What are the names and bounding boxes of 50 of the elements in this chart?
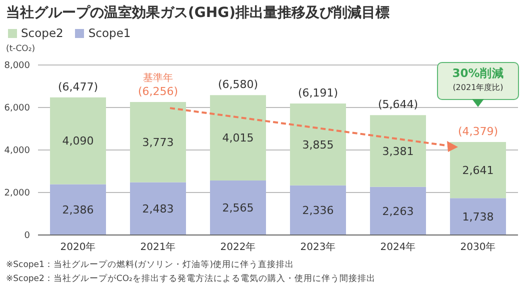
bar bbox=[210, 95, 266, 180]
data-label: 2,386 bbox=[62, 204, 94, 217]
chart-title: 当社グループの温室効果ガス(GHG)排出量推移及び削減目標 bbox=[6, 4, 390, 22]
total-label: (6,580) bbox=[218, 78, 258, 92]
bar bbox=[450, 142, 506, 198]
text: ※Scope1：当社グループの燃料(ガソリン・灯油等)使用に伴う直接排出 bbox=[6, 259, 294, 271]
x-tick-label: 2022年 bbox=[220, 241, 256, 254]
x-tick-label: 2024年 bbox=[380, 241, 416, 254]
total-label: (5,644) bbox=[378, 98, 418, 112]
y-tick-label: 0 bbox=[24, 231, 30, 242]
x-tick-label: 2021年 bbox=[140, 241, 176, 254]
x-tick-label: 2023年 bbox=[300, 241, 336, 254]
y-axis-title: (t-CO₂) bbox=[6, 44, 36, 54]
y-tick-label: 6,000 bbox=[4, 104, 30, 114]
data-label: 2,483 bbox=[142, 202, 174, 216]
data-label: 3,773 bbox=[142, 136, 174, 150]
x-tick-label: 2020年 bbox=[60, 241, 96, 254]
bar bbox=[290, 185, 346, 235]
data-label: 2,641 bbox=[462, 164, 494, 177]
data-label: 3,381 bbox=[382, 144, 414, 158]
legend-label: Scope2 bbox=[20, 26, 64, 40]
total-label: (4,379) bbox=[458, 124, 498, 138]
annotation: (2021年度比) bbox=[452, 82, 504, 93]
bar bbox=[290, 103, 346, 186]
bar bbox=[370, 186, 426, 235]
total-label: (6,477) bbox=[58, 80, 98, 94]
text: ※Scope2：当社グループがCO₂を排出する発電方法による電気の購入・使用に伴う間接排出 bbox=[6, 273, 376, 285]
data-label: 4,090 bbox=[62, 134, 94, 148]
data-label: 2,336 bbox=[302, 204, 334, 218]
y-tick-label: 2,000 bbox=[4, 188, 30, 199]
bar bbox=[50, 184, 106, 235]
data-label: 4,015 bbox=[222, 132, 254, 145]
data-label: 3,855 bbox=[302, 138, 334, 152]
legend-label: Scope1 bbox=[87, 26, 131, 40]
annotation: 30%削減 bbox=[451, 66, 505, 81]
y-tick-label: 8,000 bbox=[4, 61, 30, 72]
bar bbox=[370, 115, 426, 187]
annotation: 基準年 bbox=[143, 72, 173, 84]
x-tick-label: 2030年 bbox=[460, 241, 496, 254]
data-label: 2,565 bbox=[222, 202, 254, 215]
total-label: (6,191) bbox=[298, 86, 338, 100]
bar bbox=[130, 182, 186, 235]
bar bbox=[50, 97, 106, 184]
total-label: (6,256) bbox=[138, 85, 178, 98]
data-label: 1,738 bbox=[462, 210, 494, 224]
bar bbox=[210, 180, 266, 235]
bar bbox=[450, 198, 506, 235]
y-tick-label: 4,000 bbox=[4, 146, 30, 156]
data-label: 2,263 bbox=[382, 204, 414, 218]
bar bbox=[130, 102, 186, 182]
